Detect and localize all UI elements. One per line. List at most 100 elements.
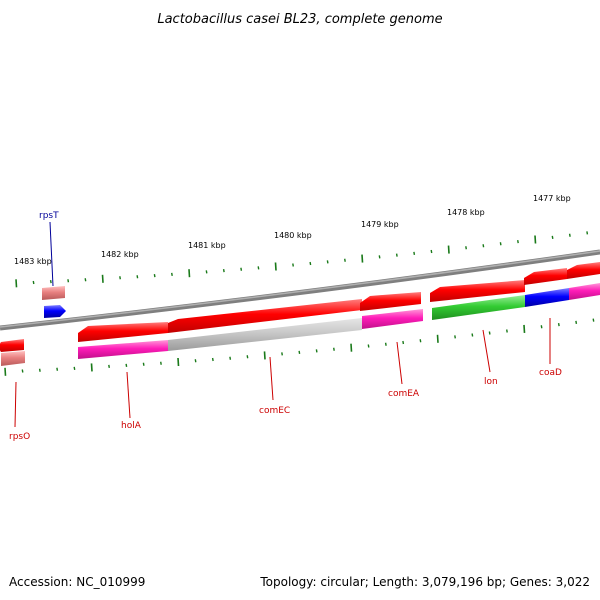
outer-minor-tick — [119, 276, 121, 280]
outer-major-tick — [361, 254, 364, 263]
inner-minor-tick — [557, 322, 560, 327]
holA-category-bar[interactable] — [78, 340, 168, 359]
inner-scale-ticks — [4, 318, 595, 376]
holA-cds-arrow[interactable] — [78, 322, 168, 342]
genome-backbone — [0, 249, 600, 331]
outer-minor-tick — [67, 279, 70, 283]
inner-major-tick — [436, 334, 439, 343]
outer-minor-tick — [309, 261, 312, 266]
scale-label-1480: 1480 kbp — [274, 231, 312, 240]
scale-label-1478: 1478 kbp — [447, 208, 485, 217]
outer-minor-tick — [136, 275, 139, 279]
outer-minor-tick — [344, 258, 346, 262]
inner-major-tick — [263, 351, 266, 360]
inner-minor-tick — [229, 356, 232, 360]
outer-minor-tick — [84, 278, 87, 282]
gene-label-coaD[interactable]: coaD — [539, 368, 562, 378]
next-category-bar[interactable] — [569, 283, 600, 300]
inner-minor-tick — [575, 320, 578, 325]
inner-minor-tick — [471, 333, 474, 337]
inner-minor-tick — [419, 339, 422, 343]
comEC-category-bar[interactable] — [168, 318, 362, 351]
outer-major-tick — [447, 245, 450, 254]
outer-minor-tick — [326, 260, 329, 264]
inner-major-tick — [523, 324, 526, 333]
inner-minor-tick — [298, 350, 301, 355]
comEC-cds-arrow[interactable] — [168, 299, 362, 333]
inner-minor-tick — [160, 361, 162, 365]
gene-label-comEA[interactable]: comEA — [388, 389, 420, 399]
inner-minor-tick — [402, 340, 405, 345]
inner-minor-tick — [194, 359, 197, 363]
outer-minor-tick — [568, 233, 571, 237]
inner-minor-tick — [592, 318, 595, 322]
comEA-cds-arrow[interactable] — [360, 292, 421, 311]
inner-minor-tick — [488, 331, 491, 335]
inner-minor-tick — [38, 368, 41, 372]
outer-minor-tick — [292, 263, 294, 267]
rpsT-upper-feature[interactable] — [42, 286, 65, 300]
coaD-category-bar[interactable] — [525, 288, 569, 307]
inner-minor-tick — [246, 355, 249, 359]
outer-minor-tick — [499, 242, 502, 246]
inner-minor-tick — [56, 367, 59, 371]
outer-major-tick — [534, 235, 537, 244]
inner-minor-tick — [540, 325, 543, 329]
outer-minor-tick — [465, 246, 467, 250]
gene-label-comEC[interactable]: comEC — [259, 406, 290, 416]
gene-label-rpsO[interactable]: rpsO — [9, 432, 30, 442]
inner-minor-tick — [108, 364, 110, 369]
rpsO-category-bar[interactable] — [1, 351, 25, 366]
outer-minor-tick — [430, 249, 433, 254]
gene-label-holA[interactable]: holA — [121, 421, 142, 431]
outer-minor-tick — [257, 266, 260, 270]
rpsT-gene-arrow[interactable] — [44, 305, 66, 318]
outer-minor-tick — [153, 273, 156, 278]
outer-major-tick — [101, 274, 104, 283]
inner-minor-tick — [73, 366, 76, 371]
outer-minor-tick — [413, 251, 416, 256]
inner-major-tick — [177, 357, 180, 367]
map-title: Lactobacillus casei BL23, complete genom… — [157, 12, 442, 27]
inner-minor-tick — [142, 362, 145, 366]
outer-minor-tick — [586, 231, 589, 235]
inner-minor-tick — [454, 335, 456, 339]
inner-minor-tick — [333, 347, 335, 351]
inner-minor-tick — [281, 352, 283, 356]
outer-minor-tick — [32, 280, 35, 285]
outer-minor-tick — [49, 279, 52, 284]
inner-minor-tick — [21, 369, 24, 373]
outer-minor-tick — [171, 272, 173, 277]
inner-minor-tick — [211, 357, 214, 362]
comEC-leader — [269, 356, 274, 401]
scale-label-1483: 1483 kbp — [14, 257, 52, 266]
gene-label-rpsT[interactable]: rpsT — [39, 211, 59, 221]
outer-minor-tick — [395, 253, 398, 257]
inner-major-tick — [4, 367, 7, 376]
holA-leader — [126, 371, 131, 419]
next-cds-arrow[interactable] — [567, 262, 600, 279]
scale-label-1482: 1482 kbp — [101, 250, 139, 259]
outer-minor-tick — [378, 255, 381, 259]
coaD-cds-arrow[interactable] — [524, 268, 567, 285]
inner-major-tick — [90, 363, 93, 372]
outer-minor-tick — [482, 244, 485, 248]
genome-summary-text: Topology: circular; Length: 3,079,196 bp… — [259, 575, 590, 589]
scale-label-1479: 1479 kbp — [361, 220, 399, 229]
accession-text: Accession: NC_010999 — [9, 575, 145, 589]
lon-category-bar[interactable] — [432, 295, 525, 320]
comEA-category-bar[interactable] — [362, 309, 423, 329]
gene-label-lon[interactable]: lon — [484, 377, 498, 387]
outer-minor-tick — [240, 267, 243, 271]
inner-minor-tick — [125, 363, 128, 368]
comEA-leader — [396, 341, 403, 385]
rpsT-leader — [49, 221, 54, 287]
lon-cds-arrow[interactable] — [430, 280, 525, 302]
scale-label-1481: 1481 kbp — [188, 241, 226, 250]
outer-minor-tick — [222, 268, 225, 273]
outer-major-tick — [188, 269, 191, 278]
outer-minor-tick — [551, 235, 554, 240]
outer-minor-tick — [205, 270, 208, 274]
rpsO-cds-arrow[interactable] — [0, 339, 24, 352]
